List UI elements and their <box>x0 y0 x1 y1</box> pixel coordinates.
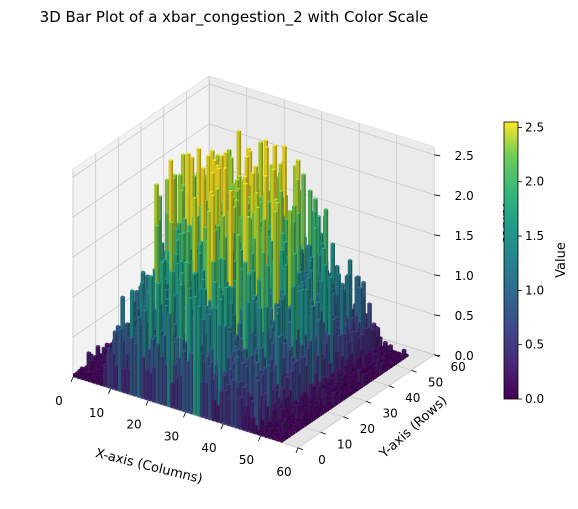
bar-face <box>394 351 399 354</box>
bar-face <box>406 354 409 358</box>
bar-face <box>404 349 407 360</box>
bar-face <box>401 348 407 351</box>
bar-face <box>356 275 361 278</box>
bar <box>361 372 366 387</box>
bar-face <box>373 331 376 354</box>
gridline <box>72 123 435 218</box>
bar-face <box>402 357 405 361</box>
bar-face <box>391 357 396 360</box>
bar-face <box>367 302 372 305</box>
bar-face <box>361 280 366 283</box>
bar-face <box>385 341 388 354</box>
bars <box>73 129 409 443</box>
bar-face <box>378 327 381 351</box>
bar-face <box>388 344 393 347</box>
bar-face <box>376 346 381 349</box>
bar-face <box>301 173 306 176</box>
bar-face <box>383 340 388 343</box>
bar-face <box>375 326 381 329</box>
bar-face <box>371 322 377 325</box>
bar-face <box>379 345 384 348</box>
bar-face <box>397 359 400 364</box>
bar-face <box>398 353 403 355</box>
bar-face <box>392 353 397 356</box>
bar-face <box>399 356 405 359</box>
gridline <box>72 83 435 178</box>
bar <box>401 348 407 360</box>
bar-face <box>381 363 384 375</box>
bar-face <box>397 357 402 360</box>
bar-face <box>395 354 401 357</box>
bar-face <box>400 358 402 363</box>
bar-face <box>380 348 386 350</box>
bar-face <box>395 358 400 361</box>
bar-face <box>363 373 366 387</box>
bar-face <box>401 349 405 360</box>
bar-face <box>387 355 392 358</box>
chart-title: 3D Bar Plot of a xbar_congestion_2 with … <box>40 8 429 27</box>
bar-face <box>389 354 395 357</box>
bar <box>379 362 384 375</box>
